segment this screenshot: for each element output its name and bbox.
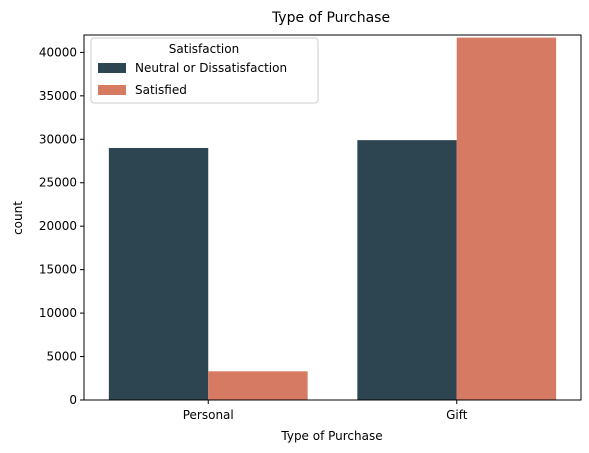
chart-title: Type of Purchase bbox=[271, 10, 390, 26]
legend-swatch-satisfied bbox=[98, 85, 126, 95]
bar-personal-series-1 bbox=[208, 371, 308, 400]
y-axis-label: count bbox=[11, 201, 25, 235]
y-tick-label: 40000 bbox=[39, 45, 77, 59]
y-axis: 0 5000 10000 15000 20000 25000 30000 35000 40000 bbox=[39, 45, 84, 407]
x-tick-label: Gift bbox=[446, 408, 468, 422]
y-tick-label: 10000 bbox=[39, 306, 77, 320]
legend-label-neutral: Neutral or Dissatisfaction bbox=[135, 61, 287, 75]
x-axis: Personal Gift bbox=[183, 400, 468, 422]
legend: Satisfaction Neutral or Dissatisfaction … bbox=[90, 37, 319, 104]
y-tick-label: 20000 bbox=[39, 219, 77, 233]
y-tick-label: 5000 bbox=[46, 350, 77, 364]
x-axis-label: Type of Purchase bbox=[280, 429, 382, 443]
y-tick-label: 30000 bbox=[39, 132, 77, 146]
bars-group bbox=[108, 37, 557, 401]
legend-swatch-neutral bbox=[98, 63, 126, 73]
plot-frame bbox=[83, 34, 582, 401]
legend-box bbox=[90, 37, 319, 104]
y-tick-label: 25000 bbox=[39, 176, 77, 190]
bar-personal-series-0 bbox=[108, 147, 209, 400]
legend-label-satisfied: Satisfied bbox=[135, 83, 187, 97]
legend-title: Satisfaction bbox=[169, 42, 239, 56]
y-tick-label: 0 bbox=[69, 393, 77, 407]
y-tick-label: 15000 bbox=[39, 263, 77, 277]
x-tick-label: Personal bbox=[183, 408, 234, 422]
y-tick-label: 35000 bbox=[39, 89, 77, 103]
bar-gift-series-1 bbox=[456, 37, 557, 401]
bar-gift-series-0 bbox=[357, 140, 457, 400]
